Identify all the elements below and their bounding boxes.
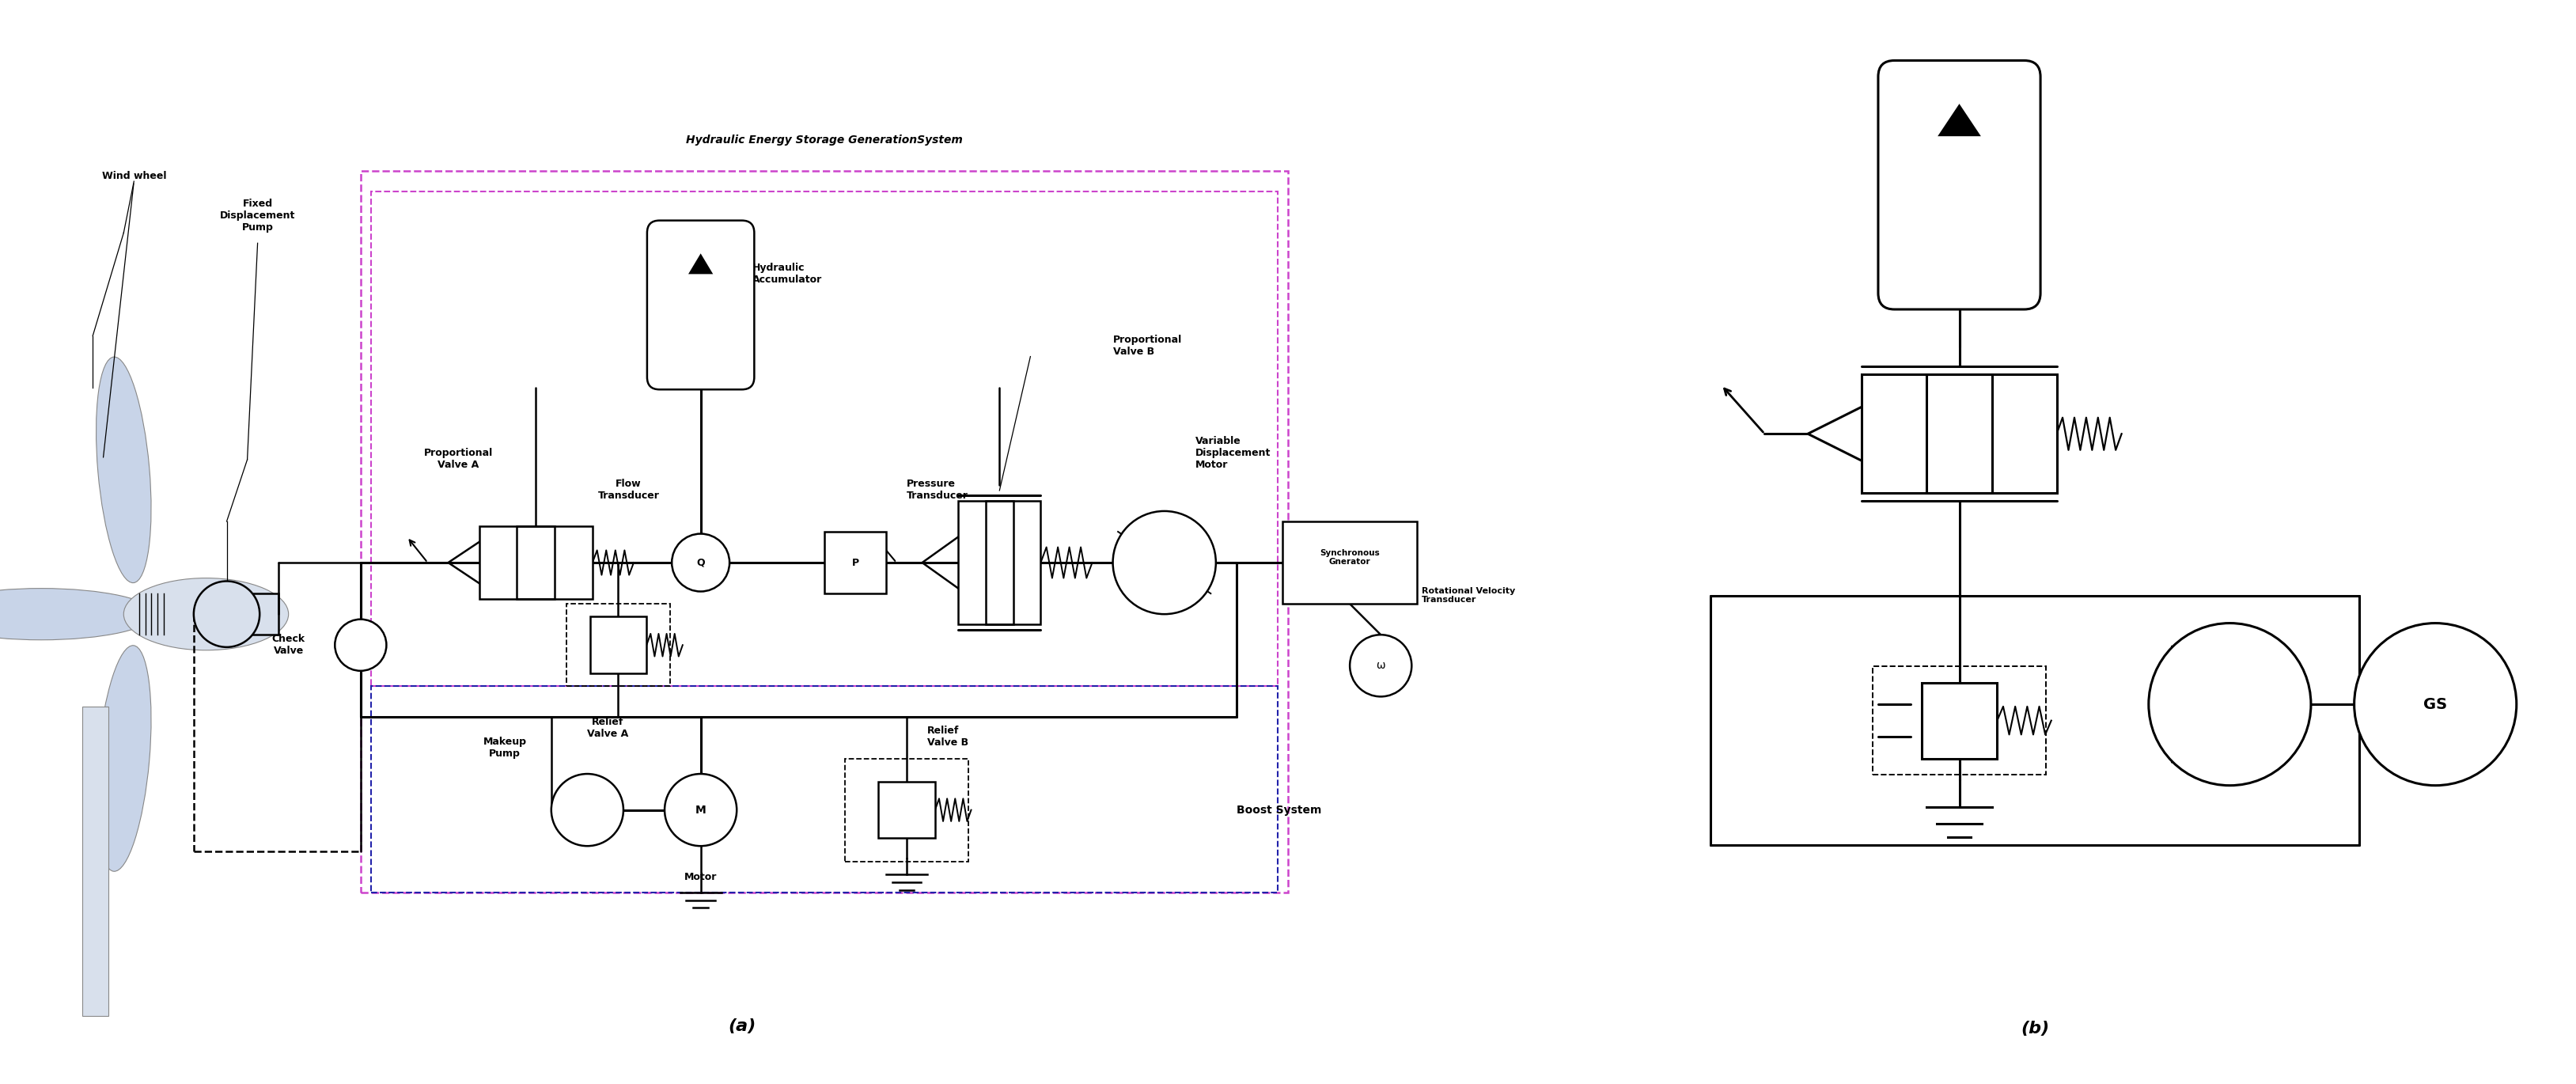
Bar bbox=[82, 707, 108, 1016]
Bar bbox=[371, 192, 1278, 686]
Text: Pressure
Transducer: Pressure Transducer bbox=[907, 479, 969, 501]
Text: P: P bbox=[853, 557, 858, 568]
Text: Variable
Displacement
Motor: Variable Displacement Motor bbox=[1195, 436, 1270, 469]
Text: Makeup
Pump: Makeup Pump bbox=[484, 736, 526, 759]
Circle shape bbox=[1113, 511, 1216, 615]
Text: GS: GS bbox=[2424, 697, 2447, 712]
Bar bbox=[1862, 374, 2056, 493]
Text: ω: ω bbox=[1376, 660, 1386, 671]
Text: Rotational Velocity
Transducer: Rotational Velocity Transducer bbox=[1422, 586, 1515, 604]
Text: Proportional
Valve B: Proportional Valve B bbox=[1113, 334, 1182, 357]
FancyBboxPatch shape bbox=[647, 220, 755, 389]
Bar bbox=[518, 527, 554, 598]
Bar bbox=[1927, 374, 1991, 493]
Text: Wind wheel: Wind wheel bbox=[100, 171, 167, 181]
Bar bbox=[878, 782, 935, 838]
Text: Fixed
Displacement
Pump: Fixed Displacement Pump bbox=[219, 198, 296, 233]
Circle shape bbox=[193, 581, 260, 647]
Text: Check
Valve: Check Valve bbox=[273, 634, 304, 656]
Circle shape bbox=[2148, 623, 2311, 786]
Bar bbox=[479, 527, 592, 598]
Polygon shape bbox=[688, 254, 714, 274]
Ellipse shape bbox=[0, 589, 155, 640]
Bar bbox=[361, 171, 1288, 892]
Circle shape bbox=[551, 774, 623, 846]
Bar bbox=[242, 594, 278, 635]
Text: M: M bbox=[696, 804, 706, 815]
Text: (a): (a) bbox=[729, 1019, 755, 1034]
Ellipse shape bbox=[95, 357, 152, 583]
Text: Relief
Valve B: Relief Valve B bbox=[927, 726, 969, 748]
Circle shape bbox=[335, 619, 386, 671]
Bar bbox=[824, 531, 886, 594]
Bar bbox=[1922, 683, 1996, 759]
Text: Proportional
Valve A: Proportional Valve A bbox=[425, 448, 492, 469]
Text: Hydraulic Energy Storage GenerationSystem: Hydraulic Energy Storage GenerationSyste… bbox=[685, 134, 963, 145]
Bar bbox=[567, 604, 670, 686]
Circle shape bbox=[1350, 635, 1412, 697]
Bar bbox=[1283, 521, 1417, 604]
Bar bbox=[371, 686, 1278, 892]
Bar bbox=[845, 759, 969, 862]
Text: Boost System: Boost System bbox=[1236, 804, 1321, 815]
Bar bbox=[987, 501, 1012, 624]
Ellipse shape bbox=[124, 578, 289, 650]
Bar bbox=[590, 617, 647, 673]
Circle shape bbox=[672, 533, 729, 592]
FancyBboxPatch shape bbox=[1878, 61, 2040, 309]
Text: Hydraulic
Accumulator: Hydraulic Accumulator bbox=[752, 263, 822, 285]
Polygon shape bbox=[1937, 104, 1981, 137]
Text: Q: Q bbox=[696, 557, 706, 568]
Circle shape bbox=[665, 774, 737, 846]
Ellipse shape bbox=[95, 645, 152, 872]
Text: (b): (b) bbox=[2020, 1021, 2050, 1036]
Bar bbox=[958, 501, 1041, 624]
Text: Flow
Transducer: Flow Transducer bbox=[598, 479, 659, 501]
Bar bbox=[1873, 667, 2045, 775]
Circle shape bbox=[2354, 623, 2517, 786]
Text: Relief
Valve A: Relief Valve A bbox=[587, 718, 629, 739]
Text: Synchronous
Gnerator: Synchronous Gnerator bbox=[1319, 549, 1381, 566]
Text: Motor: Motor bbox=[685, 872, 716, 882]
